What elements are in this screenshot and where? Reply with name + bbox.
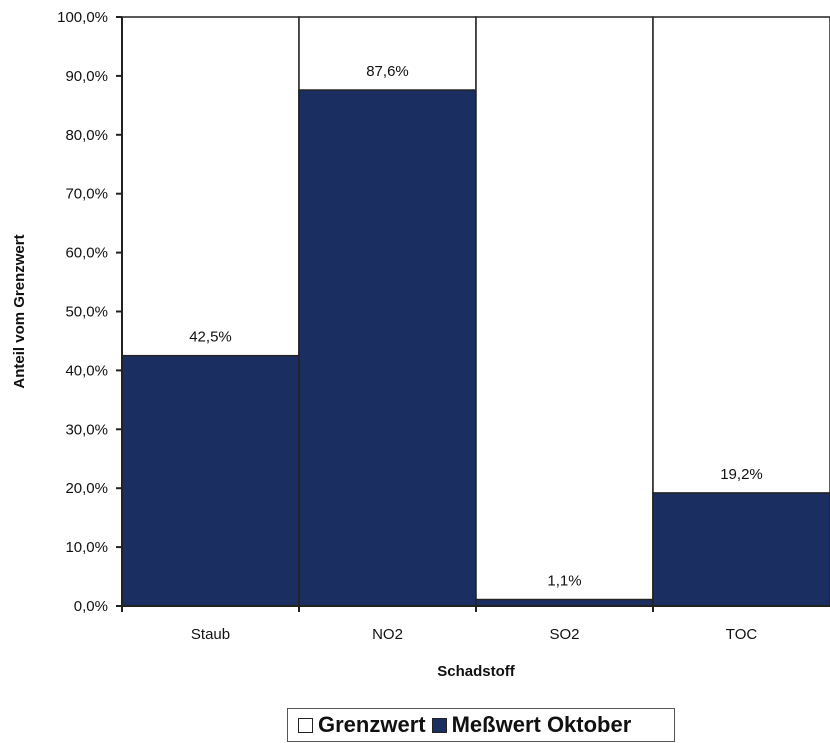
y-tick-label: 70,0% — [65, 186, 108, 203]
data-label: 1,1% — [547, 573, 581, 590]
legend-swatch-messwert — [431, 717, 447, 733]
y-tick-label: 0,0% — [74, 598, 108, 615]
y-axis-title: Anteil vom Grenzwert — [11, 234, 28, 388]
bars — [121, 16, 830, 607]
x-axis-title: Schadstoff — [437, 663, 516, 680]
data-label: 87,6% — [366, 63, 409, 80]
bar-grenzwert — [475, 16, 654, 607]
y-tick-label: 20,0% — [65, 480, 108, 497]
y-tick-label: 80,0% — [65, 127, 108, 144]
y-tick-label: 30,0% — [65, 421, 108, 438]
bar-messwert — [121, 354, 300, 607]
x-tick-label: Staub — [191, 626, 230, 643]
y-tick-label: 90,0% — [65, 68, 108, 85]
y-tick-label: 50,0% — [65, 304, 108, 321]
y-tick-label: 100,0% — [57, 9, 108, 26]
data-labels: 42,5% 87,6% 1,1% 19,2% — [189, 63, 763, 589]
data-label: 19,2% — [720, 466, 763, 483]
legend-label-grenzwert: Grenzwert — [318, 712, 426, 737]
data-label: 42,5% — [189, 329, 232, 346]
x-tick-label: TOC — [726, 626, 758, 643]
bar-chart: 0,0% 10,0% 20,0% 30,0% 40,0% 50,0% 60,0% 70,0% 8… — [11, 9, 830, 680]
y-tick-label: 40,0% — [65, 362, 108, 379]
legend-item-messwert: Meßwert Oktober — [431, 712, 632, 738]
bar-messwert — [652, 492, 830, 607]
x-tick-label: SO2 — [549, 626, 579, 643]
legend-label-messwert: Meßwert Oktober — [451, 712, 632, 737]
legend: Grenzwert Meßwert Oktober — [287, 708, 675, 742]
y-axis-ticks: 0,0% 10,0% 20,0% 30,0% 40,0% 50,0% 60,0% 70,0% 8… — [57, 9, 122, 615]
bar-messwert — [298, 89, 477, 607]
x-axis-ticks: Staub NO2 SO2 TOC — [121, 606, 758, 643]
x-tick-label: NO2 — [372, 626, 403, 643]
legend-item-grenzwert: Grenzwert — [298, 712, 426, 738]
legend-swatch-grenzwert — [298, 717, 313, 733]
y-tick-label: 60,0% — [65, 245, 108, 262]
y-tick-label: 10,0% — [65, 539, 108, 556]
